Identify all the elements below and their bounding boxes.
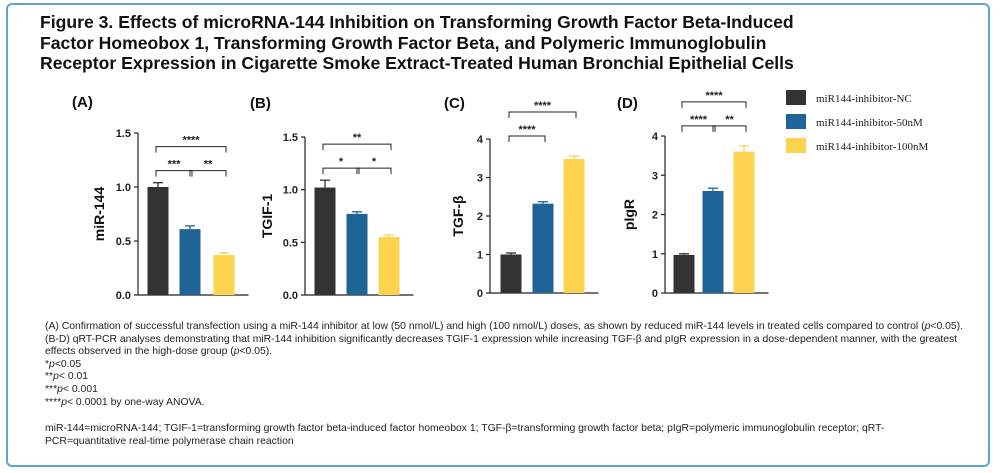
legend: miR144-inhibitor-NC miR144-inhibitor-50nM… [786, 90, 928, 153]
y-tick-label: 0.0 [116, 290, 131, 302]
significance-stars: **** [534, 100, 552, 112]
bar-3 [733, 151, 755, 293]
y-tick-label: 4 [652, 131, 659, 143]
y-tick-label: 4 [477, 134, 484, 146]
significance-bracket [681, 125, 716, 132]
y-tick-label: 0.0 [283, 290, 298, 302]
significance-stars: ** [353, 132, 362, 144]
y-tick-label: 1 [477, 250, 483, 262]
figure-title: Figure 3. Effects of microRNA-144 Inhibi… [40, 12, 980, 74]
figure-frame [6, 3, 990, 467]
significance-bracket [681, 101, 747, 108]
title-line-1: Figure 3. Effects of microRNA-144 Inhibi… [40, 12, 794, 32]
y-tick-label: 1.0 [116, 182, 131, 194]
y-tick-label: 0 [477, 288, 483, 300]
significance-bracket [155, 170, 193, 177]
significance-stars: ** [204, 159, 213, 171]
title-line-2: Factor Homeobox 1, Transforming Growth F… [40, 32, 767, 53]
y-tick-label: 1.5 [116, 128, 131, 140]
significance-bracket [189, 170, 227, 177]
significance-stars: *** [168, 159, 182, 171]
y-tick-label: 0.5 [283, 237, 298, 249]
significance-4: ****p< 0.0001 by one-way ANOVA. [45, 396, 205, 408]
significance-bracket [712, 125, 747, 132]
significance-stars: ** [725, 114, 734, 126]
caption-a: (A) Confirmation of successful transfect… [45, 321, 964, 332]
significance-2: **p< 0.01 [45, 371, 89, 383]
panel-label: (C) [444, 95, 465, 112]
y-tick-label: 3 [652, 170, 658, 182]
abbreviations: miR-144=microRNA-144; TGIF-1=transformin… [45, 423, 885, 447]
significance-stars: * [339, 156, 344, 168]
bar-3 [563, 159, 585, 293]
bar-2 [702, 190, 724, 293]
significance-bracket [322, 167, 360, 175]
bar-1 [314, 187, 336, 295]
y-tick-label: 0.5 [116, 236, 131, 248]
bar-1 [147, 187, 169, 295]
y-tick-label: 2 [652, 210, 658, 222]
legend-label: miR144-inhibitor-50nM [816, 117, 923, 129]
bar-3 [213, 255, 235, 295]
significance-bracket [322, 143, 392, 151]
bar-2 [179, 229, 201, 295]
y-tick-label: 1.5 [283, 132, 298, 144]
legend-label: miR144-inhibitor-NC [816, 93, 912, 105]
y-tick-label: 3 [477, 173, 483, 185]
significance-stars: * [372, 156, 377, 168]
panel-label: (A) [72, 94, 93, 111]
y-axis-label: miR-144 [91, 187, 107, 242]
y-axis-label: pIgR [621, 199, 637, 230]
y-tick-label: 1 [652, 249, 658, 261]
y-axis-label: TGF-β [450, 195, 466, 237]
figure-caption: (A) Confirmation of successful transfect… [45, 321, 965, 448]
y-tick-label: 1.0 [283, 185, 298, 197]
panel-label: (D) [617, 95, 638, 112]
chart-panel-3: (C) TGF-β 0 1 2 3 4 **** **** [444, 95, 599, 300]
significance-stars: **** [518, 124, 536, 136]
bar-3 [378, 237, 400, 295]
significance-bracket [155, 146, 227, 153]
legend-swatch [786, 138, 806, 153]
y-axis-label: TGIF-1 [259, 194, 275, 239]
legend-swatch [786, 90, 806, 105]
bar-1 [500, 254, 522, 293]
significance-stars: **** [705, 90, 723, 102]
chart-panel-2: (B)TGIF-10.00.51.01.5* *** [250, 95, 414, 302]
panel-label: (B) [250, 95, 271, 112]
bar-1 [673, 254, 695, 293]
y-tick-label: 0 [652, 288, 658, 300]
legend-label: miR144-inhibitor-100nM [816, 141, 928, 153]
significance-bracket [508, 111, 577, 118]
title-line-3: Receptor Expression in Cigarette Smoke E… [40, 53, 794, 73]
significance-3: ***p< 0.001 [45, 383, 98, 395]
significance-bracket [356, 167, 392, 175]
legend-swatch [786, 114, 806, 129]
bar-2 [532, 203, 554, 293]
significance-stars: **** [182, 135, 200, 147]
significance-1: *p<0.05 [45, 358, 82, 370]
significance-bracket [508, 135, 546, 142]
y-tick-label: 2 [477, 211, 483, 223]
caption-bd: (B-D) qRT-PCR analyses demonstrating tha… [45, 333, 958, 358]
bar-2 [346, 213, 368, 295]
significance-stars: **** [690, 114, 708, 126]
